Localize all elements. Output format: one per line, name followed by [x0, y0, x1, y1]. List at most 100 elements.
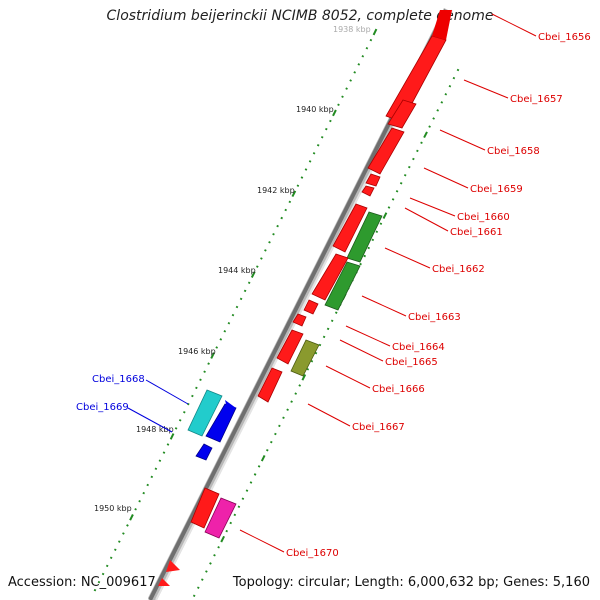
minor-tick: [428, 125, 431, 128]
gene-label[interactable]: Cbei_1657: [510, 94, 563, 105]
minor-tick: [440, 101, 444, 104]
minor-tick: [142, 491, 145, 495]
gene-cbei-1656[interactable]: [385, 35, 447, 123]
minor-tick: [192, 594, 196, 598]
minor-tick: [205, 570, 208, 573]
gene-label[interactable]: Cbei_1666: [372, 384, 425, 395]
minor-tick: [361, 55, 365, 58]
minor-tick: [288, 200, 292, 204]
gene-cbei-1659[interactable]: [365, 173, 381, 187]
major-tick: [301, 374, 307, 381]
gene-label[interactable]: Cbei_1656: [538, 32, 591, 43]
minor-tick: [239, 297, 243, 301]
gene-label[interactable]: Cbei_1658: [487, 146, 540, 157]
gene-label[interactable]: Cbei_1664: [392, 342, 445, 353]
gene-small-2: [158, 578, 170, 586]
minor-tick: [318, 343, 322, 347]
minor-tick: [456, 68, 460, 72]
minor-tick: [412, 157, 415, 161]
scale-label-1946: 1946 kbp: [178, 347, 216, 356]
minor-tick: [245, 489, 249, 492]
minor-tick: [314, 351, 318, 355]
scale-label-1944: 1944 kbp: [218, 266, 256, 275]
gene-cbei-1669-tip: [225, 400, 236, 412]
minor-tick: [391, 198, 395, 201]
gene-cbei-1658[interactable]: [367, 127, 405, 175]
minor-tick: [134, 508, 137, 511]
minor-tick: [320, 135, 324, 139]
minor-tick: [187, 402, 190, 406]
minor-tick: [235, 305, 239, 309]
gene-cbei-1668[interactable]: [187, 389, 223, 437]
gene-cbei-1667[interactable]: [257, 367, 283, 403]
gene-cbei-1662[interactable]: [346, 211, 383, 263]
minor-tick: [329, 119, 332, 123]
major-tick: [372, 28, 378, 36]
gene-cbei-1665[interactable]: [292, 313, 307, 327]
gene-cbei-1657[interactable]: [387, 99, 417, 129]
minor-tick: [403, 173, 407, 177]
gene-cbei-1670-magenta: [204, 497, 237, 539]
gene-label[interactable]: Cbei_1668: [92, 374, 145, 385]
minor-tick: [278, 424, 281, 428]
minor-tick: [174, 427, 178, 430]
genome-summary: Topology: circular; Length: 6,000,632 bp…: [232, 575, 590, 590]
minor-tick: [369, 38, 373, 42]
minor-tick: [341, 95, 344, 98]
gene-label[interactable]: Cbei_1663: [408, 312, 461, 323]
minor-tick: [253, 473, 257, 476]
minor-tick: [237, 505, 241, 509]
minor-tick: [201, 578, 204, 581]
gene-small-1: [166, 560, 180, 572]
gene-label[interactable]: Cbei_1659: [470, 184, 523, 195]
minor-tick: [300, 176, 304, 179]
gene-cbei-1666[interactable]: [276, 329, 304, 365]
minor-tick: [316, 143, 320, 147]
gene-small-blue: [195, 443, 213, 461]
gene-label[interactable]: Cbei_1662: [432, 264, 485, 275]
scale-label-1940: 1940 kbp: [296, 105, 334, 114]
major-tick: [129, 514, 134, 521]
gene-cbei-1670[interactable]: [190, 487, 220, 529]
major-tick: [423, 131, 428, 139]
scale-label-1948: 1948 kbp: [136, 425, 174, 434]
minor-tick: [257, 465, 261, 468]
gene-cbei-1664[interactable]: [303, 299, 319, 315]
minor-tick: [183, 410, 186, 414]
scale-label-1950: 1950 kbp: [94, 504, 132, 513]
gene-label[interactable]: Cbei_1661: [450, 227, 503, 238]
minor-tick: [330, 319, 334, 323]
minor-tick: [345, 87, 348, 90]
minor-tick: [408, 165, 411, 169]
minor-tick: [109, 556, 113, 560]
minor-tick: [304, 168, 308, 171]
gene-cbei-1660[interactable]: [332, 203, 368, 253]
gene-cbei-1666-olive: [290, 339, 320, 377]
minor-tick: [114, 548, 117, 551]
minor-tick: [274, 432, 277, 436]
gene-labels: Cbei_1656 Cbei_1657 Cbei_1658 Cbei_1659 …: [286, 32, 591, 559]
gene-label[interactable]: Cbei_1667: [352, 422, 405, 433]
minor-tick: [126, 524, 129, 527]
minor-tick: [272, 232, 275, 236]
gene-label[interactable]: Cbei_1669: [76, 402, 129, 413]
minor-tick: [217, 546, 220, 549]
inner-tick-track: [192, 68, 460, 598]
minor-tick: [290, 400, 293, 403]
gene-cbei-1663[interactable]: [311, 253, 349, 301]
gene-label[interactable]: Cbei_1665: [385, 357, 438, 368]
minor-tick: [282, 416, 285, 420]
minor-tick: [118, 540, 121, 543]
minor-tick: [249, 481, 253, 484]
minor-tick: [260, 257, 263, 260]
minor-tick: [308, 160, 312, 163]
gene-label[interactable]: Cbei_1660: [457, 212, 510, 223]
gene-label[interactable]: Cbei_1670: [286, 548, 339, 559]
minor-tick: [322, 335, 326, 339]
minor-tick: [306, 368, 310, 371]
gene-cbei-1659b: [361, 185, 375, 197]
leader-lines-blue: [127, 379, 189, 433]
minor-tick: [197, 586, 200, 589]
minor-tick: [166, 443, 170, 446]
minor-tick: [256, 265, 259, 268]
